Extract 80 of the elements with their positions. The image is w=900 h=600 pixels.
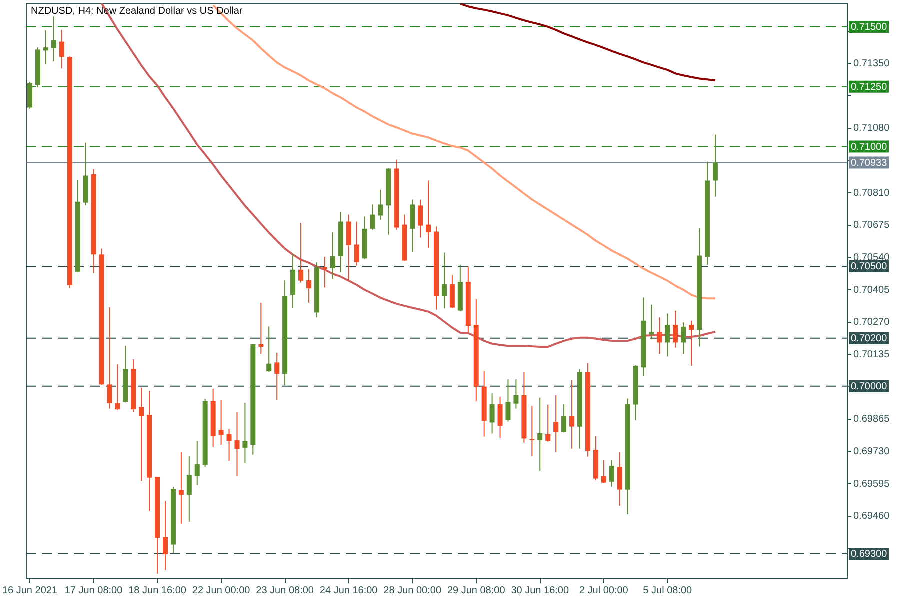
y-tick-label: 0.70675 xyxy=(854,220,890,232)
candlestick xyxy=(43,30,48,65)
candlestick xyxy=(442,252,447,310)
ref-line-label: 0.71500 xyxy=(851,22,888,33)
candlestick xyxy=(570,380,575,450)
ref-line-label: 0.70500 xyxy=(851,262,888,273)
candlestick xyxy=(306,268,312,304)
candlestick xyxy=(298,222,304,284)
ref-line-label: 0.70000 xyxy=(851,381,888,392)
y-tick-label: 0.70270 xyxy=(854,317,890,328)
x-tick-label: 29 Jun 08:00 xyxy=(447,586,506,596)
candlestick xyxy=(234,412,240,477)
y-tick-label: 0.69460 xyxy=(854,511,890,522)
x-tick-label: 16 Jun 2021 xyxy=(2,586,58,596)
ref-line-label: 0.70200 xyxy=(851,333,888,344)
candlestick xyxy=(346,214,352,282)
candlestick xyxy=(378,189,384,220)
x-tick-label: 2 Jul 00:00 xyxy=(579,586,629,596)
candlestick xyxy=(115,364,120,411)
x-tick-label: 30 Jun 16:00 xyxy=(511,586,570,596)
line-series xyxy=(459,2,716,82)
candlestick xyxy=(689,320,694,366)
line-series xyxy=(212,4,716,300)
y-tick-label: 0.69865 xyxy=(854,414,890,426)
y-tick-label: 0.69595 xyxy=(854,478,890,490)
x-tick-label: 5 Jul 08:00 xyxy=(643,586,693,596)
candlestick xyxy=(59,30,64,70)
x-tick-label: 24 Jun 16:00 xyxy=(320,586,378,596)
candlestick xyxy=(657,317,662,355)
candlestick xyxy=(609,460,614,488)
y-tick-label: 0.70135 xyxy=(854,349,890,360)
y-tick-label: 0.69730 xyxy=(854,446,890,458)
x-tick-label: 23 Jun 08:00 xyxy=(256,586,314,596)
ref-line-label: 0.71000 xyxy=(851,142,888,153)
candlestick xyxy=(673,310,678,348)
candlestick xyxy=(538,397,543,472)
y-tick-label: 0.70540 xyxy=(854,252,890,264)
candlestick xyxy=(194,440,200,486)
y-tick-label: 0.71080 xyxy=(854,123,890,134)
candlestick xyxy=(370,204,376,230)
candlestick xyxy=(266,326,272,372)
x-tick-label: 22 Jun 00:00 xyxy=(192,586,251,596)
candlestick xyxy=(242,402,248,464)
candlestick xyxy=(617,452,622,507)
candlestick xyxy=(162,500,168,571)
candlestick xyxy=(258,302,264,354)
candlestick xyxy=(681,322,686,355)
candlestick xyxy=(418,199,424,238)
candlestick xyxy=(514,378,519,410)
y-tick-label: 0.71350 xyxy=(854,58,890,70)
candlestick xyxy=(354,221,360,266)
candlestick xyxy=(51,16,56,62)
y-tick-label: 0.70405 xyxy=(854,284,890,296)
candlestick xyxy=(546,404,551,442)
candlestick xyxy=(450,274,455,309)
candlestick xyxy=(107,307,112,410)
ref-line-label: 0.70933 xyxy=(851,158,888,169)
candlestick xyxy=(426,180,432,248)
x-tick-label: 18 Jun 16:00 xyxy=(128,586,187,596)
y-tick-label: 0.70810 xyxy=(854,188,890,199)
candlestick xyxy=(274,352,280,400)
candlestick xyxy=(330,232,336,280)
candlestick xyxy=(554,394,559,453)
candlestick xyxy=(218,399,224,446)
candlestick xyxy=(649,304,654,340)
candlestick xyxy=(498,396,503,439)
ref-line-label: 0.71250 xyxy=(851,82,888,93)
candlestick xyxy=(562,404,567,434)
candlestick xyxy=(506,378,511,422)
x-tick-label: 17 Jun 08:00 xyxy=(64,586,124,596)
candlestick xyxy=(712,134,718,198)
candlestick xyxy=(601,460,606,484)
candlestick xyxy=(490,392,495,434)
candlestick xyxy=(665,313,670,358)
candlestick xyxy=(139,387,144,482)
candlestick xyxy=(186,456,192,522)
candlestick xyxy=(226,428,232,462)
x-tick-label: 28 Jun 00:00 xyxy=(384,586,442,596)
candlestick xyxy=(178,452,184,524)
ref-line-label: 0.69300 xyxy=(851,549,888,560)
